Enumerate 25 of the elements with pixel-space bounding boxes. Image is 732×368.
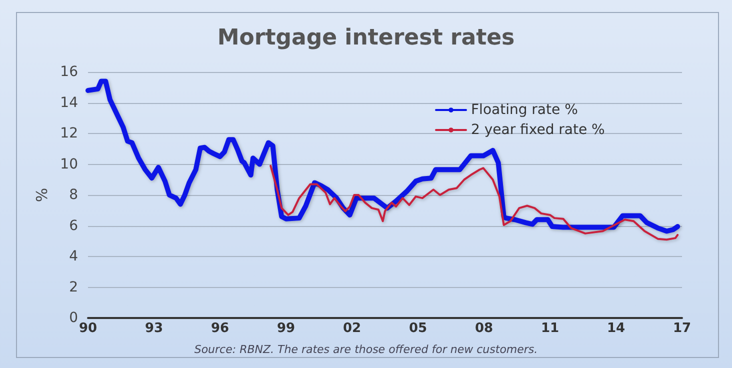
y-tick-label: 10 (60, 156, 78, 172)
x-tick-label: 96 (210, 321, 230, 336)
x-tick-label: 14 (606, 321, 626, 336)
y-axis-title: % (32, 188, 51, 202)
y-tick-label: 8 (69, 187, 78, 203)
y-tick-label: 2 (69, 279, 78, 296)
y-tick-label: 14 (60, 94, 78, 111)
legend-label: 2 year fixed rate % (471, 122, 605, 138)
y-tick-label: 4 (69, 248, 78, 264)
y-tick-label: 6 (69, 218, 78, 234)
y-tick-label: 12 (60, 126, 78, 142)
line-series (270, 164, 679, 241)
x-tick-label: 99 (276, 321, 296, 336)
x-tick-label: 90 (78, 321, 98, 336)
x-tick-label: 93 (144, 321, 164, 336)
x-tick-label: 08 (474, 321, 494, 336)
x-tick-label: 11 (540, 321, 560, 336)
x-tick-label: 05 (408, 321, 428, 336)
x-tick-label: 17 (672, 321, 692, 336)
chart-title: Mortgage interest rates (217, 26, 515, 50)
source-note: Source: RBNZ. The rates are those offered for new customers. (194, 343, 538, 356)
x-tick-label: 02 (342, 321, 362, 336)
legend-label: Floating rate % (471, 102, 578, 118)
y-tick-label: 0 (69, 310, 78, 326)
y-tick-label: 16 (60, 64, 78, 80)
